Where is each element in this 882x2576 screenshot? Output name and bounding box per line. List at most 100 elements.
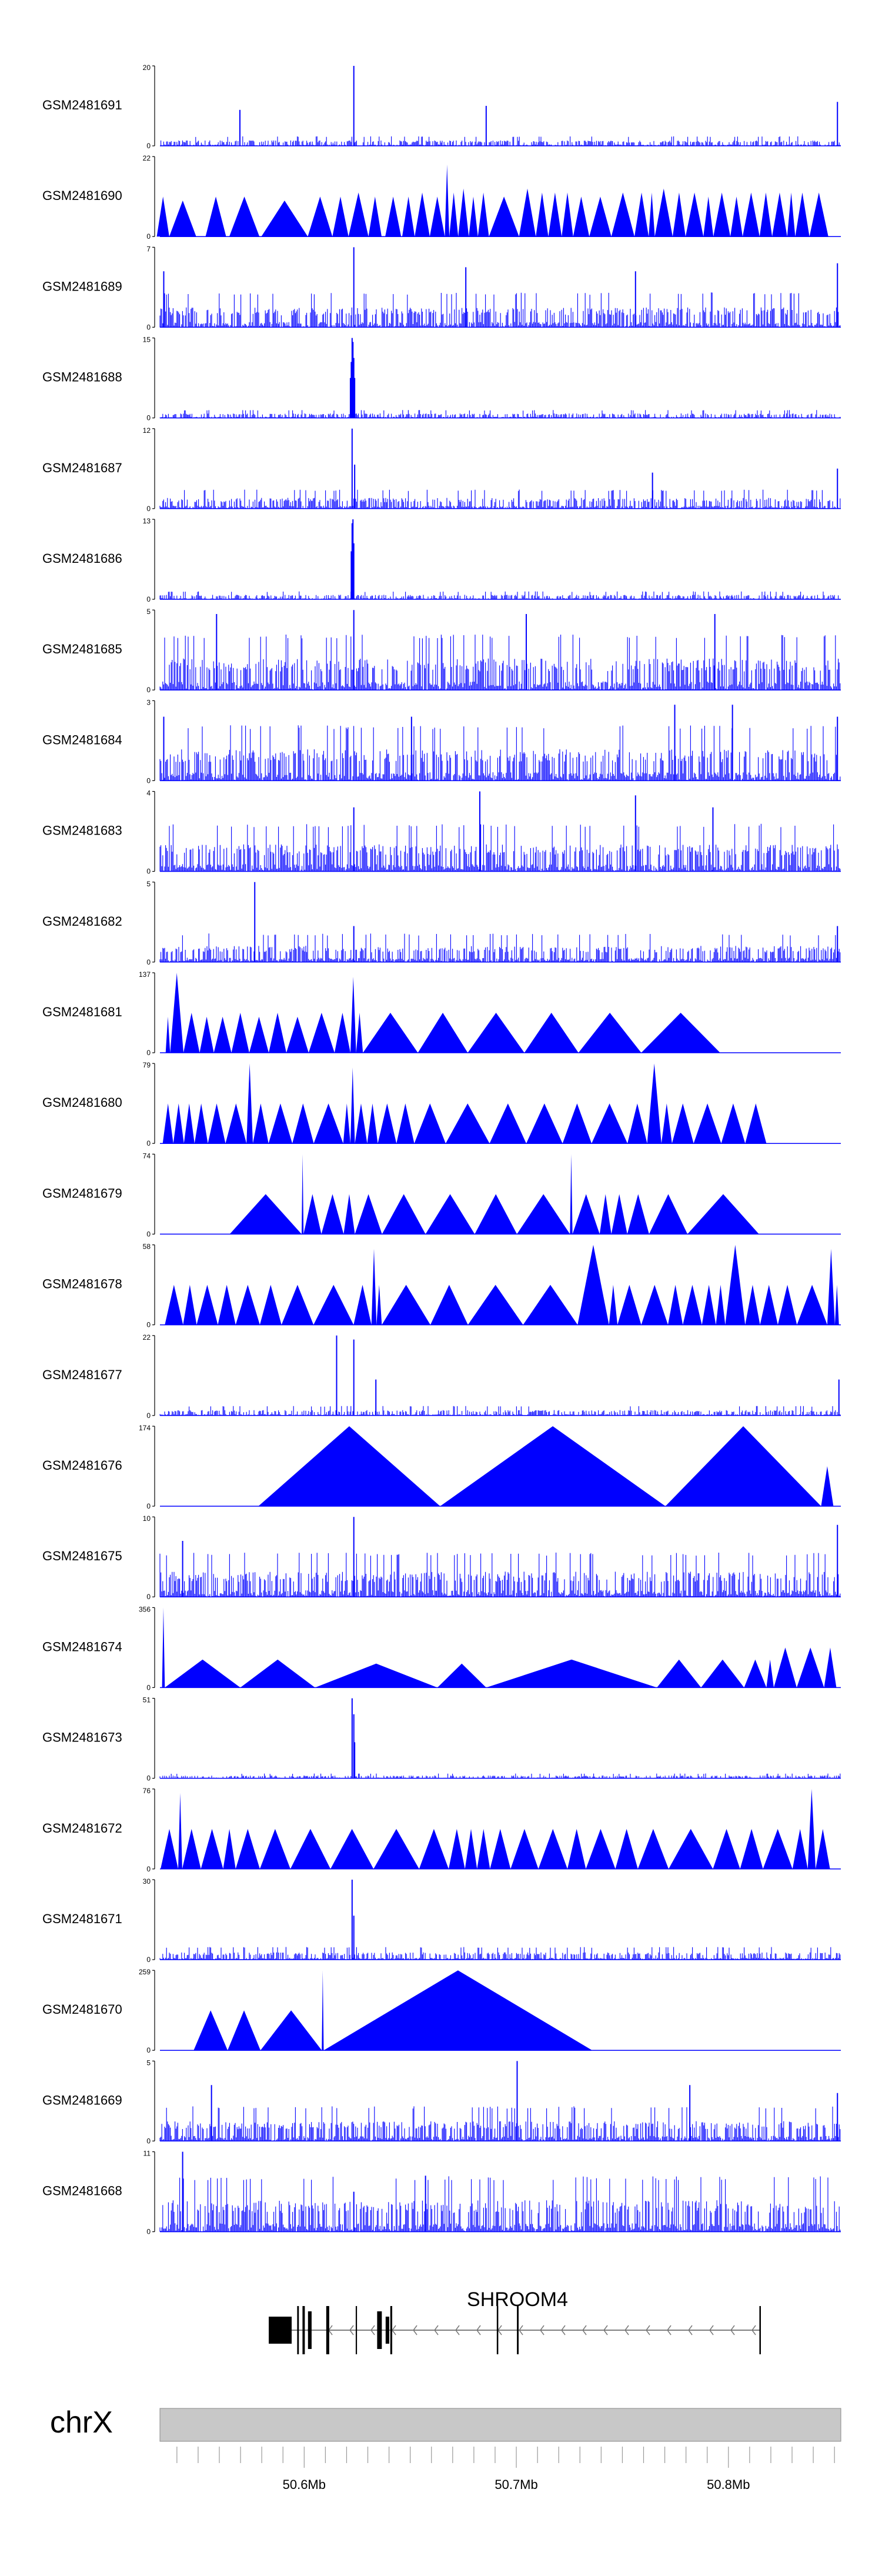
strand-arrow bbox=[646, 2325, 650, 2335]
y-max-label: 259 bbox=[139, 1968, 151, 1976]
coverage-peak bbox=[787, 192, 796, 237]
y-min-label: 0 bbox=[146, 1139, 151, 1147]
y-min-label: 0 bbox=[146, 595, 151, 603]
coverage-signal bbox=[159, 635, 841, 690]
y-max-label: 4 bbox=[146, 789, 151, 798]
coverage-peak bbox=[744, 1659, 767, 1688]
strand-arrow bbox=[434, 2325, 439, 2335]
coverage-peak bbox=[647, 1063, 662, 1144]
coverage-peak bbox=[730, 196, 743, 237]
coverage-peak bbox=[165, 1284, 183, 1325]
track-GSM2481681: GSM2481681 137 0 bbox=[42, 970, 841, 1057]
y-min-label: 0 bbox=[146, 2228, 151, 2236]
coverage-peak bbox=[599, 1194, 612, 1234]
track-GSM2481676: GSM2481676 174 0 bbox=[42, 1424, 841, 1510]
coverage-peak bbox=[356, 1013, 363, 1053]
coverage-peak bbox=[334, 1013, 350, 1053]
coverage-peak bbox=[716, 1284, 726, 1325]
track-label: GSM2481669 bbox=[42, 2093, 122, 2107]
y-min-label: 0 bbox=[146, 1956, 151, 1964]
coverage-peak bbox=[183, 1013, 200, 1053]
coverage-peak bbox=[592, 1103, 628, 1144]
coverage-peak bbox=[654, 188, 673, 237]
coverage-peak bbox=[570, 1154, 573, 1234]
track-GSM2481668: GSM2481668 11 0 bbox=[42, 2150, 841, 2236]
y-min-label: 0 bbox=[146, 1865, 151, 1873]
coverage-peak bbox=[796, 1647, 824, 1688]
track-label: GSM2481675 bbox=[42, 1549, 122, 1563]
track-label: GSM2481678 bbox=[42, 1277, 122, 1292]
strand-arrow bbox=[561, 2325, 566, 2335]
coverage-peak bbox=[240, 1659, 315, 1688]
y-max-label: 3 bbox=[146, 698, 151, 706]
coverage-peak bbox=[170, 973, 184, 1053]
coverage-peak bbox=[281, 1284, 314, 1325]
strand-arrow bbox=[540, 2325, 544, 2335]
coverage-peak bbox=[213, 1016, 232, 1053]
track-GSM2481688: GSM2481688 15 0 bbox=[42, 336, 841, 422]
exon bbox=[390, 2306, 393, 2354]
y-min-label: 0 bbox=[146, 867, 151, 876]
coverage-signal bbox=[161, 136, 841, 146]
coverage-peak bbox=[458, 188, 469, 237]
track-GSM2481683: GSM2481683 4 0 bbox=[42, 789, 841, 876]
track-GSM2481689: GSM2481689 7 0 bbox=[42, 245, 841, 331]
coverage-peak bbox=[425, 1194, 475, 1234]
coverage-peak bbox=[740, 1828, 763, 1869]
coverage-peak bbox=[414, 1103, 446, 1144]
coverage-signal bbox=[159, 2106, 841, 2141]
track-GSM2481675: GSM2481675 10 0 bbox=[42, 1514, 841, 1601]
coverage-peak bbox=[385, 196, 402, 237]
coverage-peak bbox=[627, 1103, 647, 1144]
coverage-peak bbox=[687, 1194, 759, 1234]
coverage-peak bbox=[807, 1788, 816, 1869]
exon bbox=[302, 2306, 305, 2354]
y-min-label: 0 bbox=[146, 686, 151, 694]
coverage-peak bbox=[809, 192, 828, 237]
coverage-peak bbox=[538, 1828, 567, 1869]
coverage-peak bbox=[258, 1426, 440, 1506]
track-GSM2481670: GSM2481670 259 0 bbox=[42, 1968, 841, 2054]
track-label: GSM2481686 bbox=[42, 551, 122, 566]
coverage-peak bbox=[523, 1284, 578, 1325]
coverage-peak bbox=[742, 192, 760, 237]
strand-arrow bbox=[624, 2325, 629, 2335]
coverage-signal bbox=[159, 1773, 841, 1778]
axis-tick-label: 50.6Mb bbox=[283, 2477, 326, 2492]
coverage-peak bbox=[350, 976, 356, 1053]
y-min-label: 0 bbox=[146, 505, 151, 513]
coverage-peak bbox=[193, 2010, 228, 2051]
y-min-label: 0 bbox=[146, 1230, 151, 1238]
coverage-peak bbox=[343, 1194, 355, 1234]
coverage-peak bbox=[669, 1828, 713, 1869]
coverage-peak bbox=[373, 1828, 419, 1869]
track-GSM2481677: GSM2481677 22 0 bbox=[42, 1333, 841, 1420]
coverage-peak bbox=[772, 192, 787, 237]
coverage-peak bbox=[486, 1659, 657, 1688]
coverage-peak bbox=[777, 1284, 797, 1325]
y-max-label: 10 bbox=[143, 1514, 151, 1523]
coverage-peak bbox=[269, 1013, 287, 1053]
y-max-label: 12 bbox=[143, 426, 151, 435]
coverage-peak bbox=[301, 1154, 304, 1234]
coverage-peak bbox=[469, 196, 478, 237]
coverage-peak bbox=[467, 1284, 523, 1325]
coverage-peak bbox=[182, 1828, 201, 1869]
coverage-peak bbox=[165, 1016, 171, 1053]
coverage-peak bbox=[824, 1647, 837, 1688]
exon bbox=[326, 2306, 329, 2354]
coverage-peak bbox=[223, 1828, 236, 1869]
coverage-peak bbox=[572, 1194, 600, 1234]
coverage-peak bbox=[665, 1426, 821, 1506]
coverage-peak bbox=[657, 1659, 701, 1688]
coverage-peak bbox=[205, 196, 226, 237]
coverage-peak bbox=[526, 1103, 563, 1144]
coverage-peak bbox=[268, 1103, 293, 1144]
chromosome-label: chrX bbox=[50, 2405, 113, 2440]
y-min-label: 0 bbox=[146, 232, 151, 241]
track-GSM2481679: GSM2481679 74 0 bbox=[42, 1152, 841, 1238]
coverage-peak bbox=[449, 192, 459, 237]
coverage-peak bbox=[577, 1244, 609, 1325]
coverage-peak bbox=[701, 1659, 744, 1688]
coverage-peak bbox=[343, 1103, 350, 1144]
